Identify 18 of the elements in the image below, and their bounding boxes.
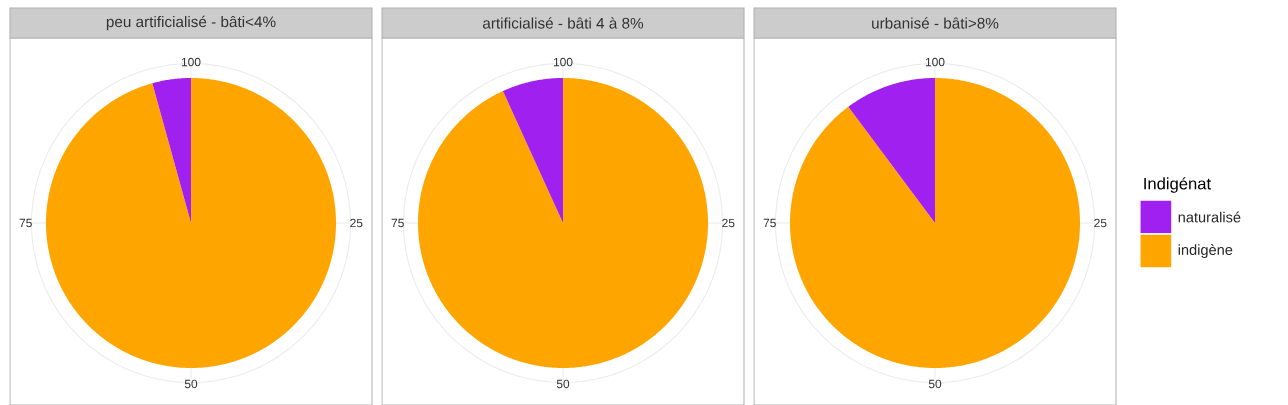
chart-title: artificialisé - bâti 4 à 8% — [482, 17, 644, 29]
text: 25 — [1094, 218, 1107, 228]
text: 75 — [763, 218, 776, 228]
text: 100 — [925, 57, 945, 67]
text: 75 — [391, 218, 404, 228]
text: 100 — [553, 57, 573, 67]
legend-label: indigène — [1178, 244, 1233, 258]
text: 100 — [181, 57, 201, 67]
chart-title: urbanisé - bâti>8% — [872, 17, 999, 29]
text: 50 — [928, 379, 942, 389]
text: 50 — [184, 379, 198, 389]
legend-title: Indigénat — [1144, 177, 1211, 193]
chart-title: peu artificialisé - bâti<4% — [106, 15, 276, 31]
text: 50 — [556, 379, 570, 389]
text: 25 — [350, 218, 363, 228]
text: 75 — [19, 218, 32, 228]
text: 25 — [722, 218, 735, 228]
legend-label: naturalisé — [1178, 211, 1241, 223]
